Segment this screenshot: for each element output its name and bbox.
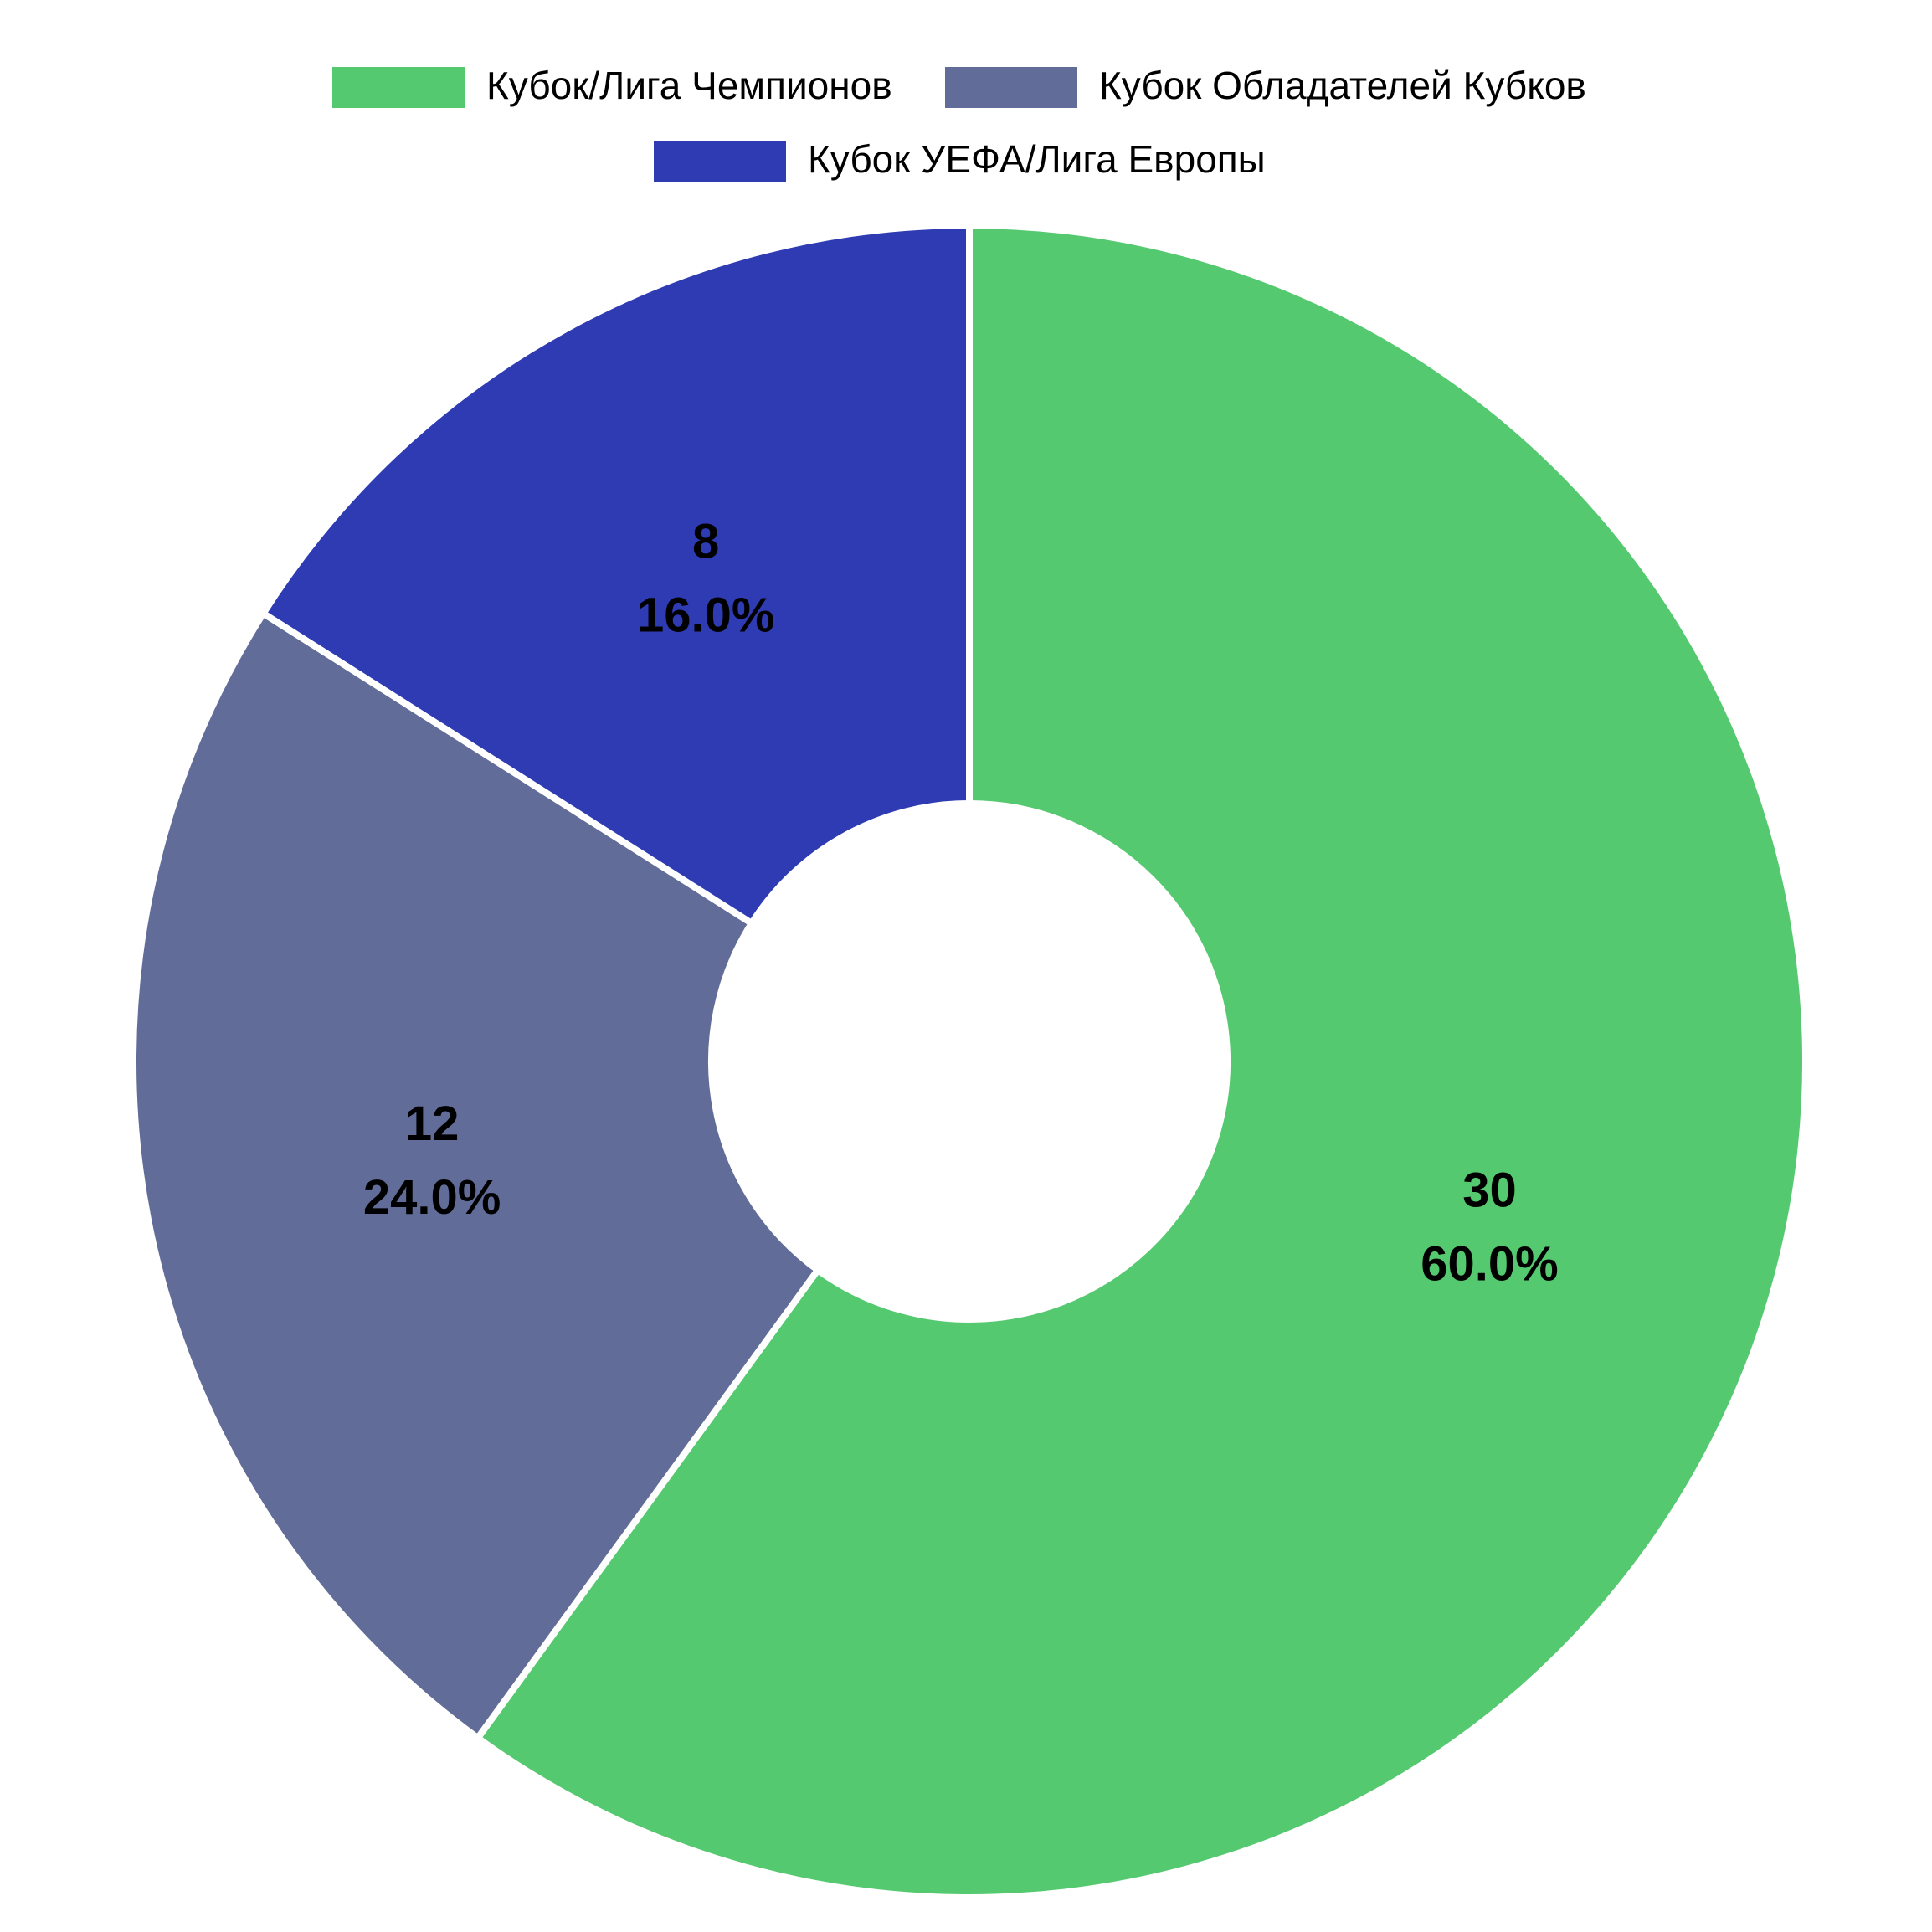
percent-label: 24.0% bbox=[363, 1170, 501, 1225]
percent-label: 16.0% bbox=[637, 588, 774, 643]
legend-swatch bbox=[945, 67, 1077, 108]
legend-swatch bbox=[654, 141, 786, 182]
percent-label: 60.0% bbox=[1421, 1236, 1558, 1291]
wedge bbox=[473, 221, 1809, 1901]
wedge bbox=[258, 221, 973, 928]
value-label: 8 bbox=[692, 515, 719, 569]
legend-label: Кубок Обладателей Кубков bbox=[1099, 64, 1586, 107]
value-label: 30 bbox=[1462, 1163, 1517, 1217]
wedge bbox=[130, 609, 823, 1743]
legend-label: Кубок УЕФА/Лига Европы bbox=[808, 137, 1266, 181]
legend-label: Кубок/Лига Чемпионов bbox=[486, 64, 892, 107]
value-label: 12 bbox=[405, 1097, 460, 1151]
legend-swatch bbox=[332, 67, 465, 108]
